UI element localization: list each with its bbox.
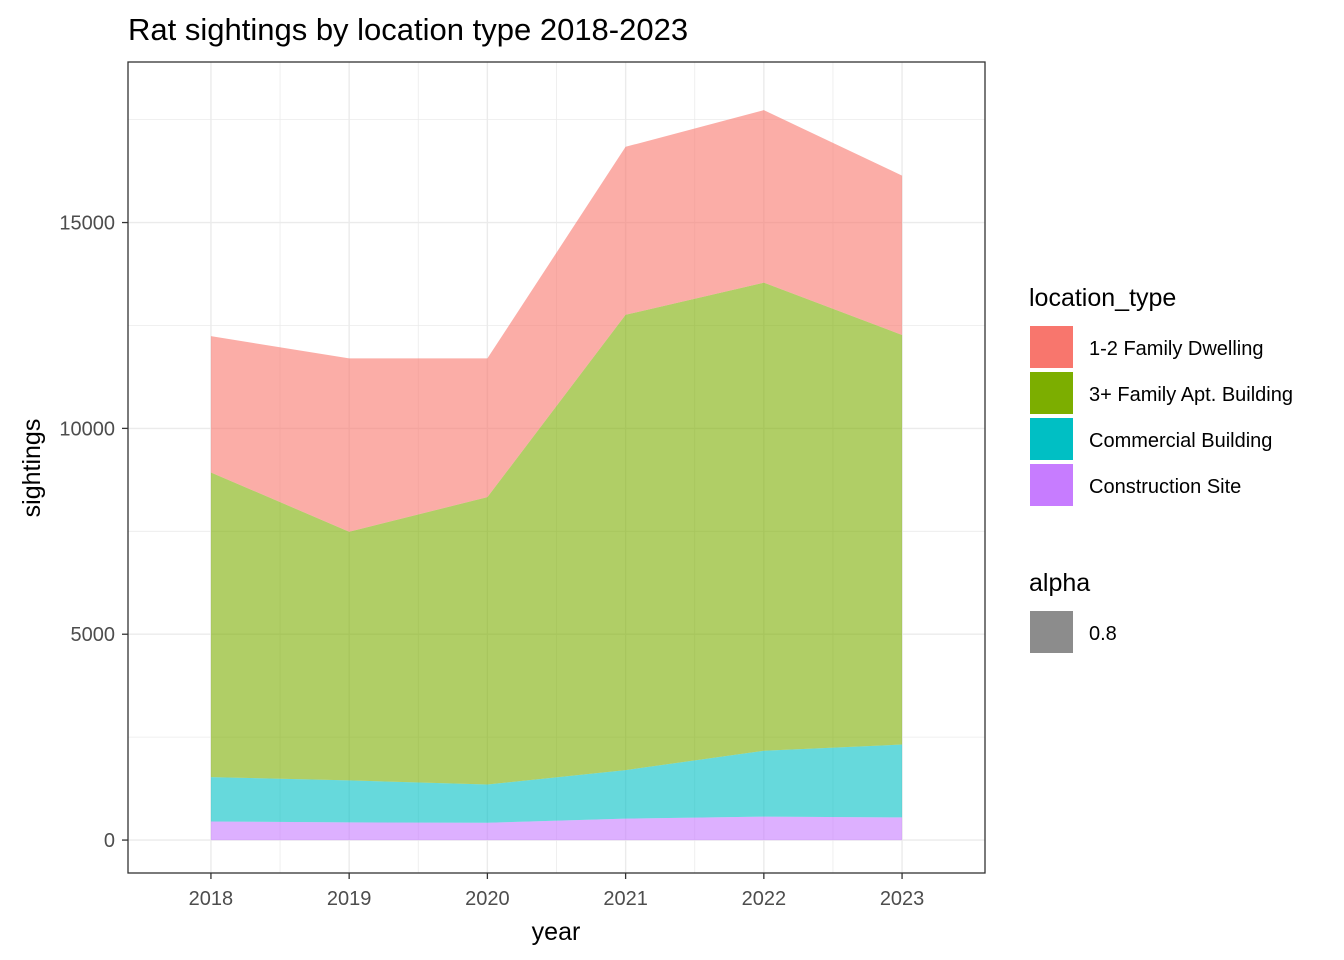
legend-key xyxy=(1030,464,1073,506)
legend-key xyxy=(1030,418,1073,460)
legend-title: location_type xyxy=(1029,284,1176,312)
y-tick-label: 0 xyxy=(104,830,115,852)
alpha-legend-key xyxy=(1030,611,1073,653)
x-axis-title: year xyxy=(532,918,581,946)
legend-label: 3+ Family Apt. Building xyxy=(1089,384,1293,406)
area-3-family-apt-building xyxy=(210,282,903,785)
y-axis: 0 5000 10000 15000 xyxy=(59,213,128,852)
plot-border xyxy=(127,61,986,874)
legend-label: Commercial Building xyxy=(1089,430,1272,452)
x-tick-label: 2018 xyxy=(189,888,234,910)
legend-label: 1-2 Family Dwelling xyxy=(1089,338,1264,360)
legend-label: Construction Site xyxy=(1089,476,1241,498)
alpha-legend-title: alpha xyxy=(1029,569,1090,597)
x-tick-label: 2020 xyxy=(465,888,510,910)
x-tick-label: 2022 xyxy=(742,888,787,910)
y-tick-label: 10000 xyxy=(59,418,115,440)
x-tick-label: 2021 xyxy=(603,888,648,910)
area-commercial-building xyxy=(210,744,903,823)
x-tick-label: 2023 xyxy=(880,888,925,910)
y-tick-label: 15000 xyxy=(59,213,115,235)
legend-key xyxy=(1030,372,1073,414)
x-tick-label: 2019 xyxy=(327,888,372,910)
y-tick-label: 5000 xyxy=(71,624,116,646)
legend-key xyxy=(1030,326,1073,368)
y-axis-title: sightings xyxy=(18,419,46,518)
legend: location_type 1-2 Family Dwelling 3+ Fami… xyxy=(1029,284,1293,653)
chart-title: Rat sightings by location type 2018-2023 xyxy=(128,12,688,47)
area-series xyxy=(210,110,903,841)
area-construction-site xyxy=(210,816,903,841)
area-1-2-family-dwelling xyxy=(210,110,903,532)
alpha-legend-label: 0.8 xyxy=(1089,623,1117,645)
x-axis: 2018 2019 2020 2021 2022 2023 xyxy=(189,873,925,910)
